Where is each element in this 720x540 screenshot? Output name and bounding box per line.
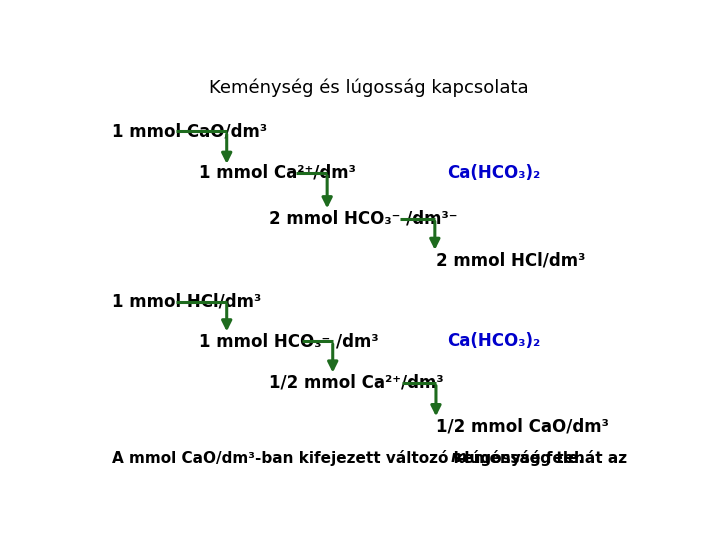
Text: 1 mmol Ca²⁺/dm³: 1 mmol Ca²⁺/dm³ xyxy=(199,164,356,182)
Text: A mmol CaO/dm³-ban kifejezett változó keménység tehát az: A mmol CaO/dm³-ban kifejezett változó ke… xyxy=(112,450,633,465)
Text: 1 mmol CaO/dm³: 1 mmol CaO/dm³ xyxy=(112,123,267,140)
Text: 2 mmol HCO₃⁻ /dm³⁻: 2 mmol HCO₃⁻ /dm³⁻ xyxy=(269,210,457,228)
Text: 1 mmol HCl/dm³: 1 mmol HCl/dm³ xyxy=(112,293,261,311)
Text: Ca(HCO₃)₂: Ca(HCO₃)₂ xyxy=(447,332,541,350)
Text: 1/2 mmol Ca²⁺/dm³: 1/2 mmol Ca²⁺/dm³ xyxy=(269,374,444,392)
Text: 1/2 mmol CaO/dm³: 1/2 mmol CaO/dm³ xyxy=(436,417,609,436)
Text: -lúgosság fele.: -lúgosság fele. xyxy=(459,450,585,465)
Text: 1 mmol HCO₃⁻ /dm³: 1 mmol HCO₃⁻ /dm³ xyxy=(199,332,379,350)
Text: Keménység és lúgosság kapcsolata: Keménység és lúgosság kapcsolata xyxy=(210,78,528,97)
Text: m: m xyxy=(451,450,467,465)
Text: 2 mmol HCl/dm³: 2 mmol HCl/dm³ xyxy=(436,251,585,269)
Text: Ca(HCO₃)₂: Ca(HCO₃)₂ xyxy=(447,164,541,182)
